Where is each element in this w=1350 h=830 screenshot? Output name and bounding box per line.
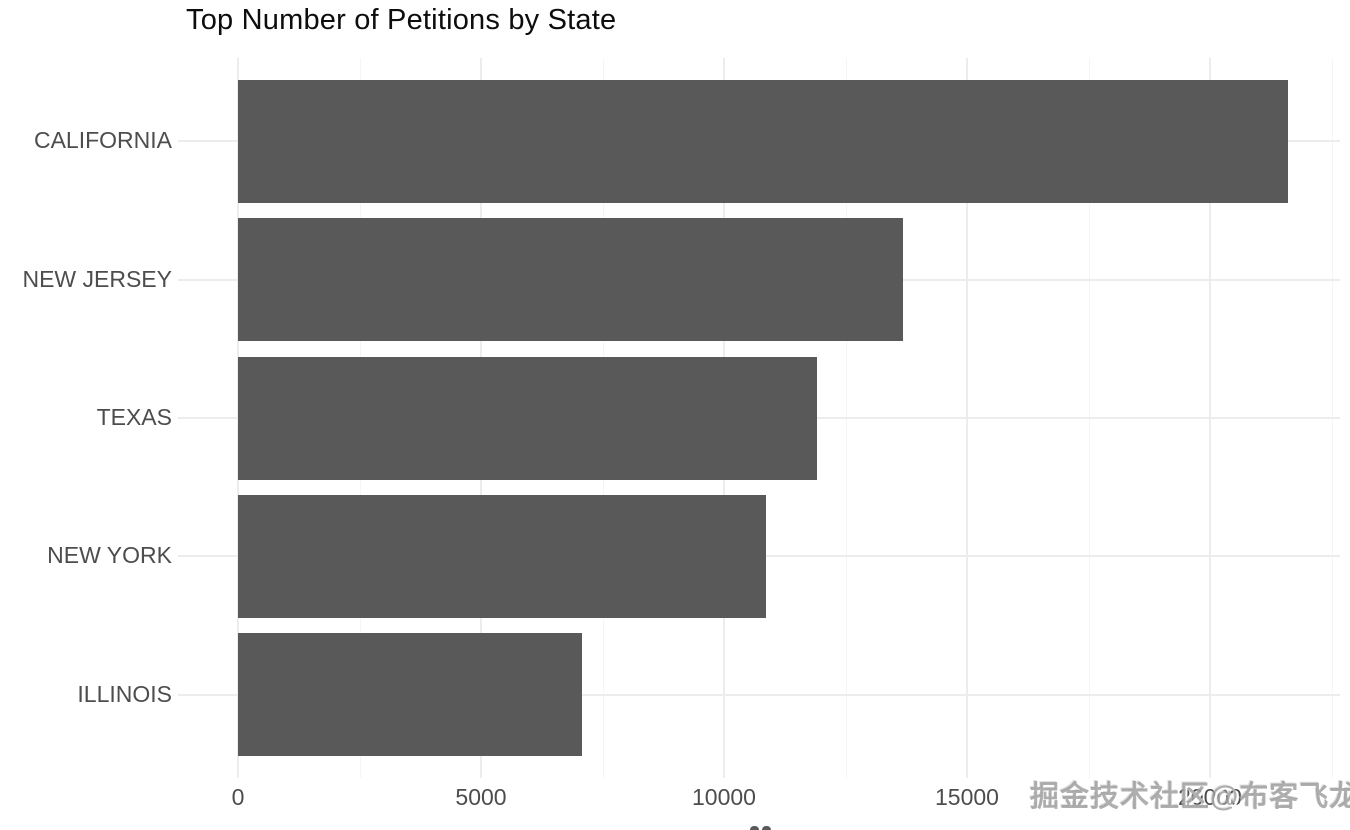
x-axis-title-clipped-fragment [762, 826, 771, 830]
watermark: 掘金技术社区@布客飞龙 [1030, 781, 1350, 813]
bar-new-york [238, 494, 766, 618]
plot-panel [178, 58, 1340, 778]
x-axis-tick-label: 10000 [692, 784, 756, 810]
x-axis-tick-label: 20000 [1178, 784, 1242, 810]
x-axis-tick-label: 5000 [455, 784, 507, 810]
y-axis-label: TEXAS [96, 403, 172, 430]
bar-california [238, 79, 1288, 203]
y-axis-label: NEW YORK [47, 542, 172, 569]
chart-title: Top Number of Petitions by State [186, 4, 617, 36]
bar-illinois [238, 633, 583, 757]
y-axis-label: ILLINOIS [77, 680, 172, 707]
x-axis-title-clipped-fragment [750, 826, 759, 830]
bar-new-jersey [238, 218, 904, 342]
y-axis-label: CALIFORNIA [33, 127, 172, 154]
gridline-major-horizontal [178, 693, 1340, 696]
x-axis-tick-label: 0 [231, 784, 245, 810]
y-axis-label: NEW JERSEY [22, 265, 172, 292]
x-axis-tick-label: 15000 [935, 784, 999, 810]
bar-texas [238, 356, 818, 480]
